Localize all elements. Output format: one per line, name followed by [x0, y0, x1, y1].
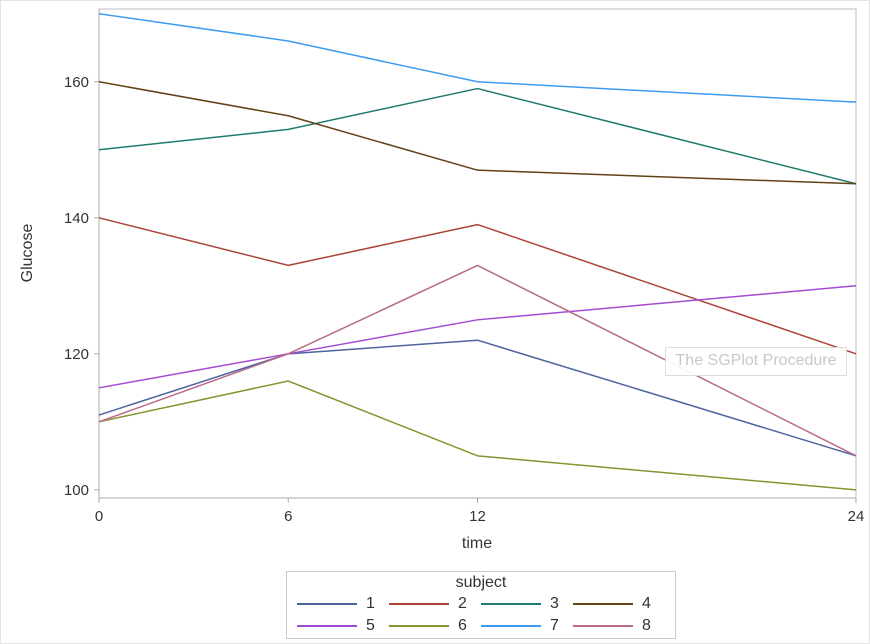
y-axis-title: Glucose	[19, 223, 36, 283]
x-axis-title: time	[461, 535, 493, 552]
series-line-subject-7	[98, 13, 857, 103]
legend-entry-subject-6: 6	[389, 615, 481, 637]
legend-entry-subject-3: 3	[481, 593, 573, 615]
legend-swatch-line	[389, 625, 449, 627]
legend-entry-subject-1: 1	[297, 593, 389, 615]
x-tick-label: 24	[848, 508, 865, 525]
legend-entry-subject-2: 2	[389, 593, 481, 615]
legend-label: 8	[642, 617, 651, 634]
legend-label: 3	[550, 595, 559, 612]
y-tick-label: 160	[64, 74, 89, 91]
series-line-subject-6	[98, 380, 857, 491]
legend-swatch-line	[297, 625, 357, 627]
legend-entry-subject-5: 5	[297, 615, 389, 637]
y-tick-label: 120	[64, 346, 89, 363]
plot-frame	[98, 8, 857, 499]
legend-swatch-line	[481, 603, 541, 605]
series-line-subject-3	[98, 87, 857, 185]
legend-label: 5	[366, 617, 375, 634]
legend-entry-subject-8: 8	[573, 615, 665, 637]
legend: subject 1 2 3 4 5 6 7 8	[286, 571, 676, 639]
x-tick-label: 0	[95, 508, 103, 525]
series-line-subject-4	[98, 81, 857, 185]
legend-swatch-line	[481, 625, 541, 627]
legend-entries: 1 2 3 4 5 6 7 8	[287, 592, 675, 637]
legend-swatch-line	[573, 625, 633, 627]
legend-swatch-line	[297, 603, 357, 605]
legend-label: 1	[366, 595, 375, 612]
legend-swatch-line	[389, 603, 449, 605]
y-tick-label: 140	[64, 210, 89, 227]
legend-label: 6	[458, 617, 467, 634]
legend-label: 2	[458, 595, 467, 612]
y-tick-label: 100	[64, 482, 89, 499]
sgplot-watermark: The SGPlot Procedure	[665, 347, 847, 376]
series-line-subject-5	[98, 285, 857, 389]
legend-entry-subject-4: 4	[573, 593, 665, 615]
legend-entry-subject-7: 7	[481, 615, 573, 637]
glucose-line-chart: 100 120 140 160 0 6 12 24	[64, 8, 865, 525]
legend-label: 7	[550, 617, 559, 634]
legend-swatch-line	[573, 603, 633, 605]
series-line-subject-2	[98, 217, 857, 355]
x-tick-label: 12	[469, 508, 486, 525]
series-line-subject-1	[98, 339, 857, 457]
legend-label: 4	[642, 595, 651, 612]
legend-title: subject	[455, 574, 507, 591]
x-tick-label: 6	[284, 508, 292, 525]
